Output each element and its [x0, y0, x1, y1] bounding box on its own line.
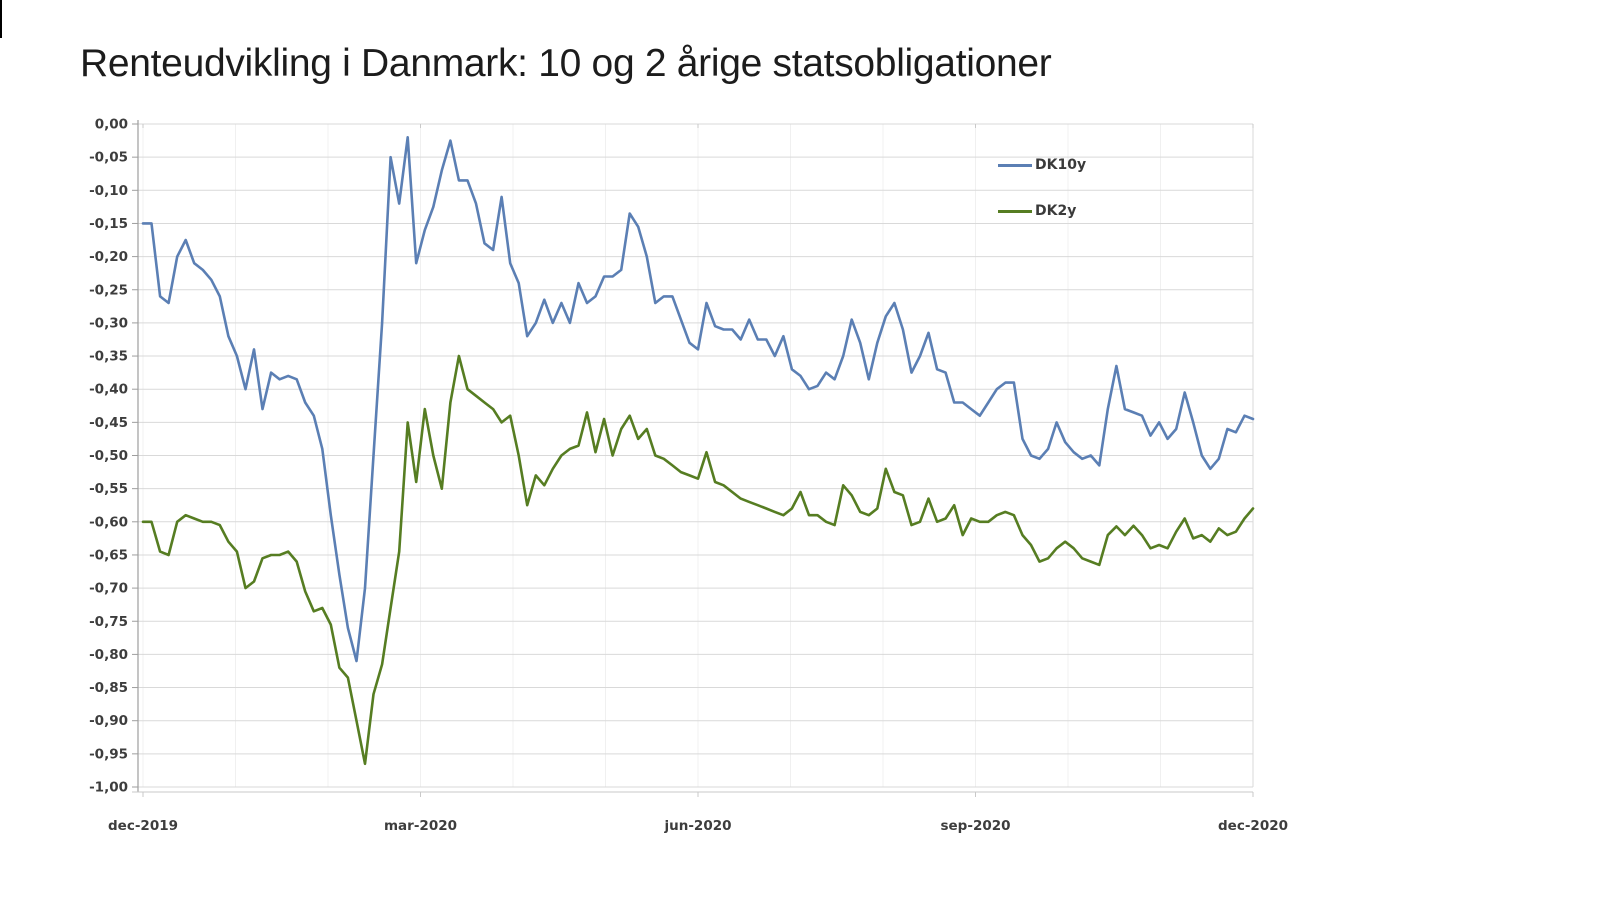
y-tick-label: -0,05 [89, 150, 128, 166]
y-tick-label: -0,70 [89, 581, 128, 597]
x-tick-label: dec-2020 [1218, 818, 1288, 834]
dk2y-line [141, 354, 1255, 766]
y-tick-label: -0,55 [89, 481, 128, 497]
y-tick-label: -0,50 [89, 448, 128, 464]
legend-label-dk2y: DK2y [1035, 203, 1077, 219]
chart-title: Renteudvikling i Danmark: 10 og 2 årige … [80, 42, 1052, 85]
y-tick-label: -0,35 [89, 349, 128, 365]
y-tick-label: -0,20 [89, 249, 128, 265]
dk10y-line [141, 136, 1255, 663]
y-tick-label: -0,15 [89, 216, 128, 232]
legend-swatch-1 [998, 209, 1032, 213]
y-tick-label: -0,60 [89, 514, 128, 530]
legend-label-dk10y: DK10y [1035, 157, 1087, 173]
x-tick-label: mar-2020 [384, 818, 457, 834]
y-tick-label: -0,40 [89, 382, 128, 398]
y-tick-label: -0,90 [89, 713, 128, 729]
legend-item-dk10y: DK10y [998, 156, 1086, 174]
legend-item-dk2y: DK2y [998, 202, 1086, 220]
legend-swatch-0 [998, 163, 1032, 167]
chart-legend: DK10y DK2y [998, 156, 1086, 248]
x-tick-label: dec-2019 [108, 818, 178, 834]
x-tick-label: jun-2020 [663, 818, 731, 834]
y-tick-label: -0,25 [89, 282, 128, 298]
left-edge-artifact [0, 0, 2, 38]
y-tick-label: -1,00 [89, 780, 128, 796]
x-tick-label: sep-2020 [940, 818, 1010, 834]
y-tick-label: -0,10 [89, 183, 128, 199]
y-tick-label: -0,75 [89, 614, 128, 630]
y-tick-label: -0,80 [89, 647, 128, 663]
y-tick-label: 0,00 [95, 117, 128, 133]
y-tick-label: -0,30 [89, 315, 128, 331]
y-tick-label: -0,65 [89, 547, 128, 563]
y-tick-label: -0,95 [89, 746, 128, 762]
y-tick-label: -0,85 [89, 680, 128, 696]
y-tick-label: -0,45 [89, 415, 128, 431]
